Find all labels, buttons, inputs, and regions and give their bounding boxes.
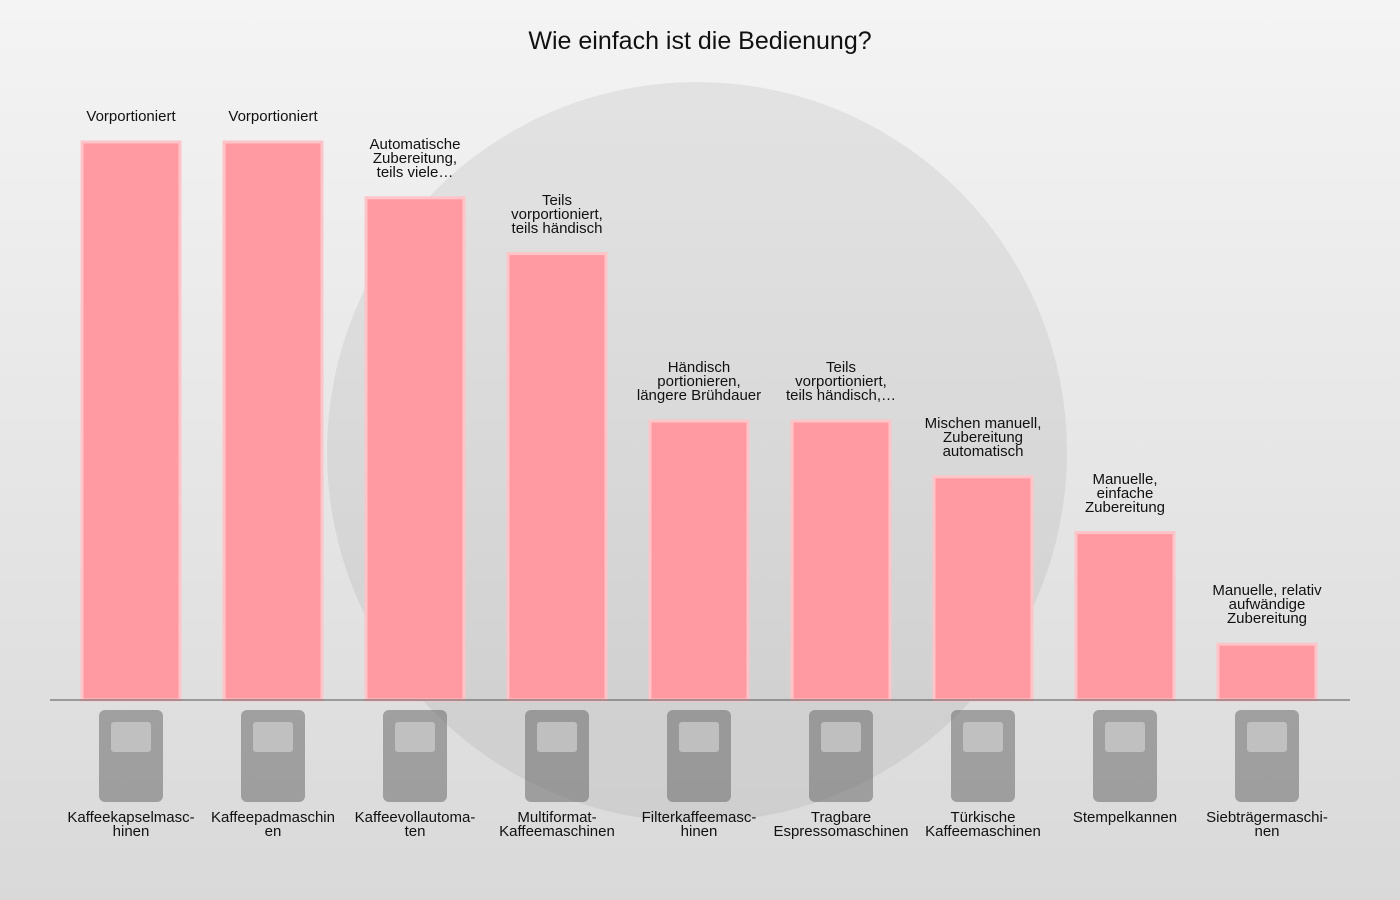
bar-annotation: Automatische Zubereitung, teils viele… [369,135,461,181]
bar-annotation: Vorportioniert [86,108,176,125]
bar [80,140,182,702]
product-image-detail [963,722,1003,752]
bar-annotation: Mischen manuell, Zubereitung automatisch [924,414,1042,460]
bar-annotation: Teils vorportioniert, teils händisch [511,191,603,237]
chart-title: Wie einfach ist die Bedienung? [528,27,872,55]
product-image-detail [253,722,293,752]
product-image-detail [1247,722,1287,752]
x-tick-label: Kaffeekapselmasc- hinen [67,809,195,840]
product-image-detail [395,722,435,752]
bar [932,475,1034,702]
x-tick-label: Filterkaffeemasc- hinen [641,809,757,840]
product-image-detail [1105,722,1145,752]
x-tick-label: Tragbare Espressomaschinen [773,809,909,840]
product-image-detail [111,722,151,752]
product-image-detail [679,722,719,752]
x-tick-label: Stempelkannen [1072,809,1178,826]
x-tick-label: Siebträgermaschi- nen [1206,809,1328,840]
bar [648,419,750,702]
x-tick-label: Multiformat- Kaffeemaschinen [499,809,615,840]
x-tick-label: Kaffeevollautoma- ten [354,809,476,840]
bar-annotation: Vorportioniert [228,108,318,125]
product-image-detail [821,722,861,752]
x-tick-label: Kaffeepadmaschin en [211,809,335,840]
bar [1216,642,1318,702]
bar [506,252,608,702]
bar-annotation: Manuelle, einfache Zubereitung [1084,470,1166,516]
bar-annotation: Manuelle, relativ aufwändige Zubereitung [1212,582,1322,628]
bar [790,419,892,702]
product-image-detail [537,722,577,752]
bar [1074,531,1176,702]
bar [364,196,466,702]
x-tick-label: Türkische Kaffeemaschinen [925,809,1041,840]
bar [222,140,324,702]
bar-annotation: Teils vorportioniert, teils händisch,… [785,359,897,404]
bar-annotation: Händisch portionieren, längere Brühdauer [636,359,762,404]
